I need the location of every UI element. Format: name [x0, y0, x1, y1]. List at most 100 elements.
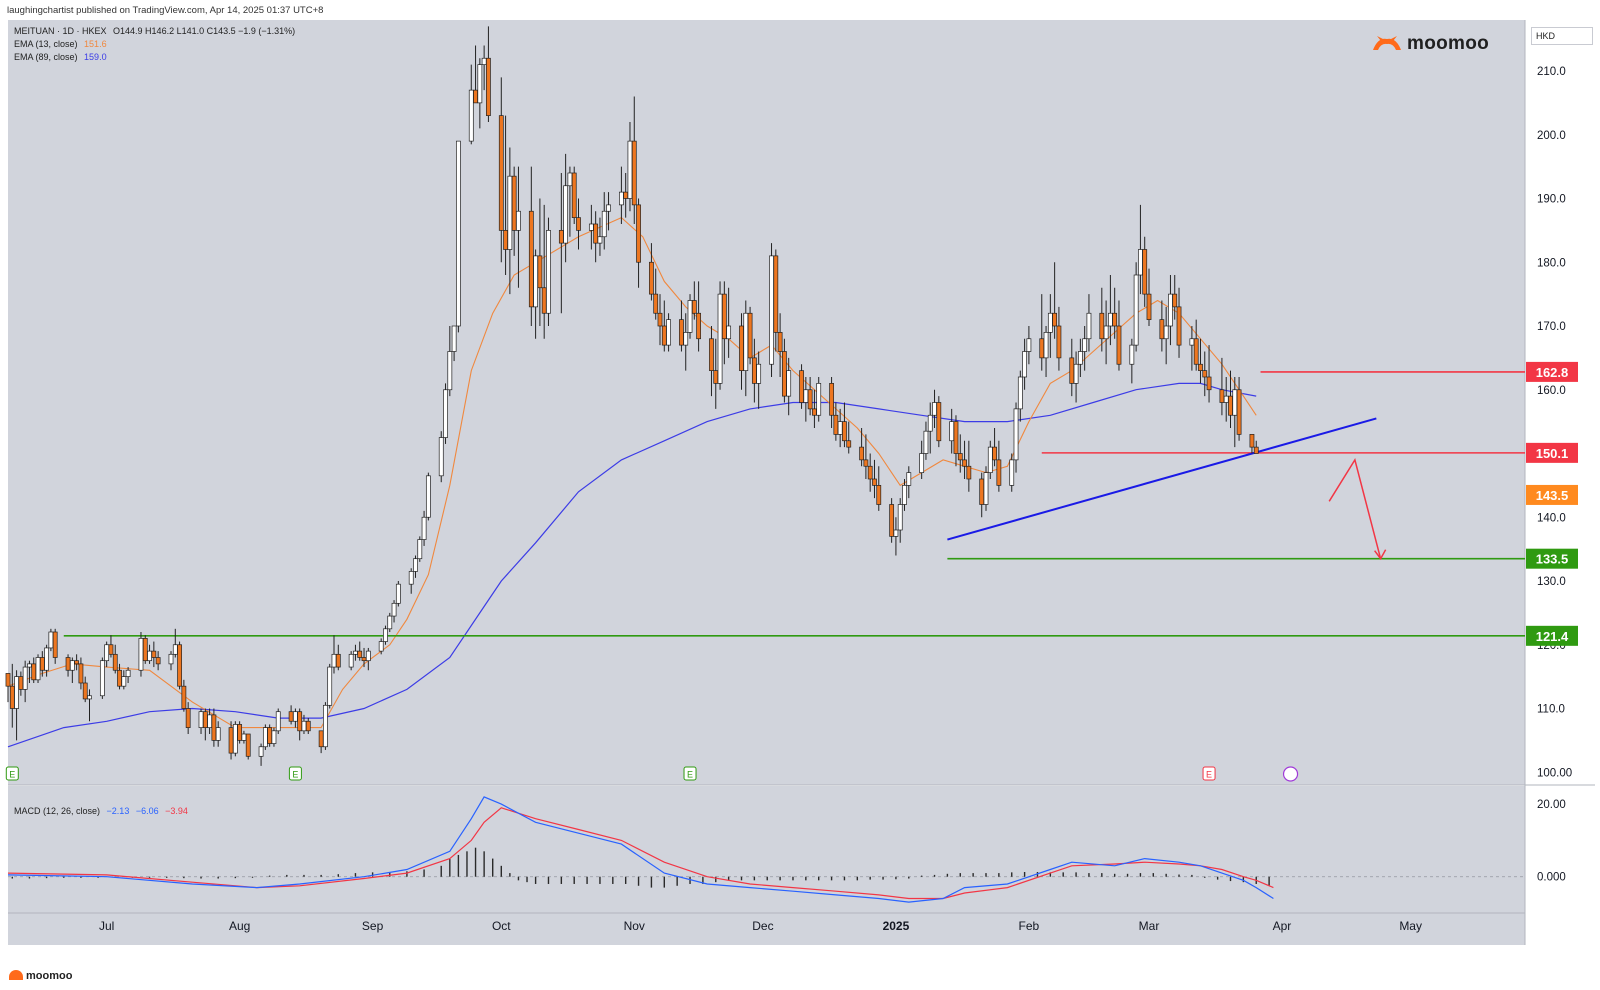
candle-up [421, 516, 427, 540]
candle-up [743, 312, 749, 371]
candle-up [215, 727, 221, 741]
candle-up [198, 711, 204, 728]
month-label: Oct [492, 919, 511, 933]
candle-down [876, 485, 882, 505]
candle-up [1129, 344, 1135, 365]
candle-down [1142, 249, 1148, 295]
legend-ema89-line: EMA (89, close) 159.0 [14, 52, 111, 62]
candle-up [383, 628, 388, 642]
moomoo-logo: moomoo [1372, 33, 1489, 55]
candle-up [717, 293, 723, 384]
candle-up [447, 351, 453, 391]
candle-up [666, 319, 671, 346]
candle-down [1039, 338, 1045, 359]
candle-down [177, 644, 182, 687]
candle-down [155, 657, 161, 665]
candle-down [661, 325, 667, 346]
candle-down [82, 682, 88, 700]
candle-up [331, 653, 337, 668]
candle-up [301, 720, 307, 732]
candle-up [275, 711, 281, 732]
candle-up [443, 389, 448, 438]
candle-down [623, 191, 629, 199]
candle-up [756, 363, 762, 384]
price-tick-label: 100.00 [1537, 767, 1572, 779]
candle-down [1176, 306, 1182, 346]
price-tick-label: 170.0 [1537, 321, 1566, 333]
candle-down [777, 332, 783, 352]
macd-line [7, 796, 1274, 903]
candle-up [14, 676, 19, 709]
legend-ema89-label: EMA (89, close) [14, 52, 78, 62]
candle-up [378, 641, 384, 652]
earnings-marker-icon [1202, 766, 1216, 781]
candle-down [39, 657, 45, 671]
candle-down [829, 383, 834, 416]
candle-up [786, 370, 792, 397]
candle-down [953, 421, 959, 454]
legend-symbol: MEITUAN · 1D · HKEX [14, 26, 107, 36]
candle-up [932, 402, 937, 416]
earnings-marker-letter: E [1206, 770, 1212, 780]
candle-down [1219, 389, 1225, 403]
legend-macd-v1: −2.13 [106, 806, 130, 816]
candle-down [571, 172, 577, 218]
month-label: May [1399, 919, 1422, 933]
candle-down [679, 319, 684, 346]
candle-down [1172, 293, 1178, 308]
currency-selector[interactable]: HKD [1531, 27, 1593, 45]
candle-up [365, 650, 371, 662]
candle-up [477, 64, 483, 104]
candle-up [35, 657, 41, 681]
price-pane [8, 20, 1525, 785]
brand-text: moomoo [1407, 33, 1490, 54]
candle-up [949, 421, 955, 442]
candle-up [121, 676, 127, 687]
earnings-marker-icon [683, 766, 697, 781]
legend-ema13-line: EMA (13, close) 151.6 [14, 39, 111, 49]
candle-up [588, 223, 594, 231]
candle-up [1086, 312, 1092, 340]
candle-up [241, 733, 247, 741]
month-label: Jul [99, 919, 114, 933]
publisher-credit: laughingchartist published on TradingVie… [7, 5, 324, 16]
candle-down [1052, 312, 1058, 327]
price-tick-label: 210.0 [1537, 66, 1566, 78]
candle-up [1223, 395, 1229, 403]
candle-down [713, 370, 719, 384]
candle-down [202, 711, 208, 728]
candle-down [936, 402, 942, 442]
candle-up [1232, 389, 1238, 416]
candle-up [69, 660, 75, 671]
candle-down [739, 325, 744, 371]
legend-ohlc: O144.9 H146.2 L141.0 C143.5 −1.9 (−1.31%… [113, 26, 296, 36]
candle-up [104, 644, 110, 662]
candle-up [902, 485, 907, 505]
candle-up [1082, 338, 1088, 352]
price-tick-label: 110.0 [1537, 704, 1565, 716]
candle-up [391, 602, 397, 617]
candle-down [576, 217, 581, 231]
level-label: 121.4 [1536, 629, 1569, 644]
candle-up [293, 711, 298, 722]
earnings-marker-letter: E [687, 770, 693, 780]
candle-down [558, 230, 564, 244]
legend-ema13-value: 151.6 [84, 39, 107, 49]
level-badge-150.1 [1526, 442, 1578, 463]
macd-pane [8, 786, 1525, 913]
candle-down [1228, 395, 1233, 416]
candle-down [751, 357, 757, 384]
candle-down [649, 261, 654, 295]
trendline [947, 417, 1377, 541]
candle-down [1116, 325, 1122, 365]
candle-up [456, 140, 461, 327]
candle-down [1198, 363, 1203, 371]
candle-down [486, 57, 491, 116]
candle-down [297, 711, 303, 732]
candle-up [87, 695, 92, 700]
candle-down [1202, 370, 1208, 378]
level-badge-133.5 [1526, 548, 1578, 569]
candle-down [636, 204, 641, 263]
earnings-marker-icon [5, 766, 19, 781]
